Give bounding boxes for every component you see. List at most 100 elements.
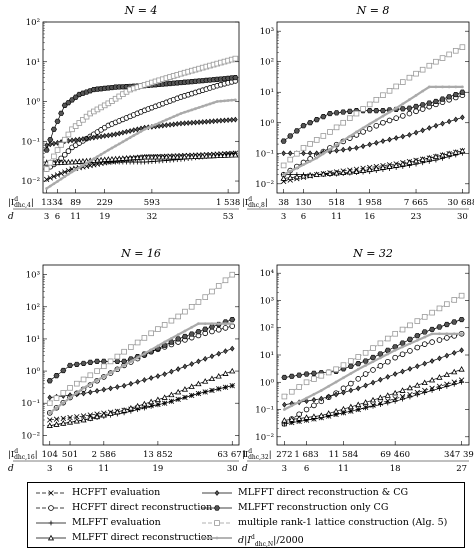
data-point-lattice (51, 153, 57, 160)
data-point-ml_direct (114, 408, 121, 415)
data-point-lattice (399, 79, 406, 85)
data-point-ml_cg_only (326, 110, 333, 117)
chart-panel: N = 16 10⁻² 10⁻¹ 10⁰ 10¹ 10² 10³ 104 3 501 6 2 586 1… (8, 247, 247, 474)
data-point-ref (197, 106, 201, 109)
data-point-ml_direct (436, 374, 443, 380)
data-point-ml_cg (88, 389, 93, 396)
data-point-hc_direct (393, 115, 399, 121)
data-point-ml_cg (407, 365, 413, 372)
data-point-ref (156, 344, 160, 348)
data-point-ml_cg (108, 385, 113, 392)
x-tick-label-index-set: 518 (328, 198, 344, 208)
data-point-ml_eval (216, 386, 222, 392)
x-tick-label-d: 3 (282, 464, 287, 474)
data-point-lattice (399, 326, 406, 333)
data-point-ml_eval (422, 390, 428, 396)
data-point-ml_cg (127, 128, 133, 134)
data-point-ref (226, 99, 230, 102)
data-point-ml_cg (148, 375, 154, 381)
data-point-ml_direct (369, 396, 377, 403)
data-point-ml_cg (91, 134, 97, 141)
data-point-ml_direct (222, 370, 229, 376)
data-point-hc_eval (47, 417, 53, 423)
data-point-ml_direct (353, 168, 360, 174)
data-point-ml_direct (332, 408, 340, 414)
legend: HCFFT evaluation HCFFT direct reconstruct… (27, 482, 465, 548)
data-point-lattice (54, 147, 61, 153)
legend-symbol-ml_cg (202, 490, 232, 496)
data-point-ml_cg (314, 150, 320, 157)
data-point-ml_cg (216, 350, 222, 357)
x-tick-label-d: 27 (456, 464, 467, 474)
data-point-ml_cg (370, 379, 376, 386)
data-point-ml_cg_only (168, 339, 175, 345)
data-point-ml_cg (437, 355, 442, 362)
data-point-lattice (128, 344, 134, 350)
data-point-ref (452, 332, 456, 336)
data-point-ml_direct (137, 154, 145, 160)
data-point-ml_cg_only (87, 359, 94, 365)
data-point-ml_cg (426, 125, 432, 131)
data-point-lattice (121, 348, 127, 355)
data-point-ref (217, 322, 221, 326)
data-point-ml_direct (326, 170, 334, 176)
data-point-ml_direct (94, 156, 101, 163)
data-point-ml_eval (223, 384, 228, 390)
data-point-lattice (340, 119, 347, 126)
data-point-lattice (296, 384, 302, 390)
data-point-ref (378, 356, 382, 360)
data-point-ml_cg (223, 348, 228, 355)
data-point-hc_direct (386, 117, 393, 124)
data-point-ml_direct (154, 396, 161, 402)
data-point-ml_direct (202, 378, 209, 384)
series-line-ml_direct (283, 150, 463, 179)
legend-label: d|Iddhc,N|/2000 (238, 534, 304, 549)
data-point-ml_cg_only (121, 358, 128, 364)
data-point-ml_cg_only (426, 100, 433, 106)
data-point-hc_direct (436, 337, 443, 343)
data-point-hc_direct (209, 328, 215, 335)
data-point-ml_cg (281, 150, 286, 157)
data-point-ml_cg_only (399, 106, 406, 112)
data-point-ref (117, 142, 121, 146)
x-tick-label-d: 11 (338, 464, 349, 474)
legend-item-ref: d|Iddhc,N|/2000 (200, 531, 304, 549)
x-tick-label-index-set: 89 (70, 198, 81, 208)
data-point-ml_direct (386, 163, 393, 169)
data-point-lattice (340, 362, 347, 368)
data-point-ref (95, 378, 99, 382)
data-point-lattice (436, 305, 443, 312)
data-point-ml_cg_only (373, 108, 380, 114)
data-point-lattice (46, 400, 53, 406)
data-point-hc_direct (377, 363, 384, 369)
data-point-hc_eval (74, 414, 80, 420)
data-point-ml_cg_only (379, 108, 386, 114)
data-point-ml_cg (182, 120, 187, 127)
data-point-ml_cg (385, 374, 391, 380)
data-point-hc_direct (384, 358, 391, 365)
data-point-ml_cg (301, 150, 306, 157)
data-point-ml_cg (209, 353, 215, 360)
data-point-ml_cg (116, 130, 122, 137)
data-point-ml_direct (310, 413, 318, 419)
data-point-lattice (413, 70, 419, 77)
data-point-ml_cg (182, 363, 188, 370)
y-tick-label: 10⁻² (21, 177, 40, 187)
chart-title: N = 16 (120, 247, 161, 260)
legend-label: MLFFT direct reconstruction & CG (238, 487, 409, 498)
data-point-ml_cg_only (399, 340, 406, 346)
data-point-ref (208, 102, 212, 106)
data-point-ml_eval (348, 408, 354, 414)
data-point-lattice (433, 58, 439, 65)
x-axis-label-index-set: |Id dhc,16| (8, 448, 38, 461)
x-axis-label-index-set: |Id dhc,4| (8, 196, 34, 209)
data-point-ref (61, 401, 65, 405)
data-point-ref (55, 406, 58, 410)
data-point-ml_cg (393, 135, 399, 141)
legend-symbol-ml_eval (36, 520, 66, 526)
data-point-ml_direct (195, 380, 202, 387)
x-tick-label-d: 32 (146, 212, 157, 222)
data-point-ml_direct (414, 382, 421, 388)
data-point-ml_direct (366, 166, 373, 172)
data-point-ml_cg (55, 139, 60, 146)
